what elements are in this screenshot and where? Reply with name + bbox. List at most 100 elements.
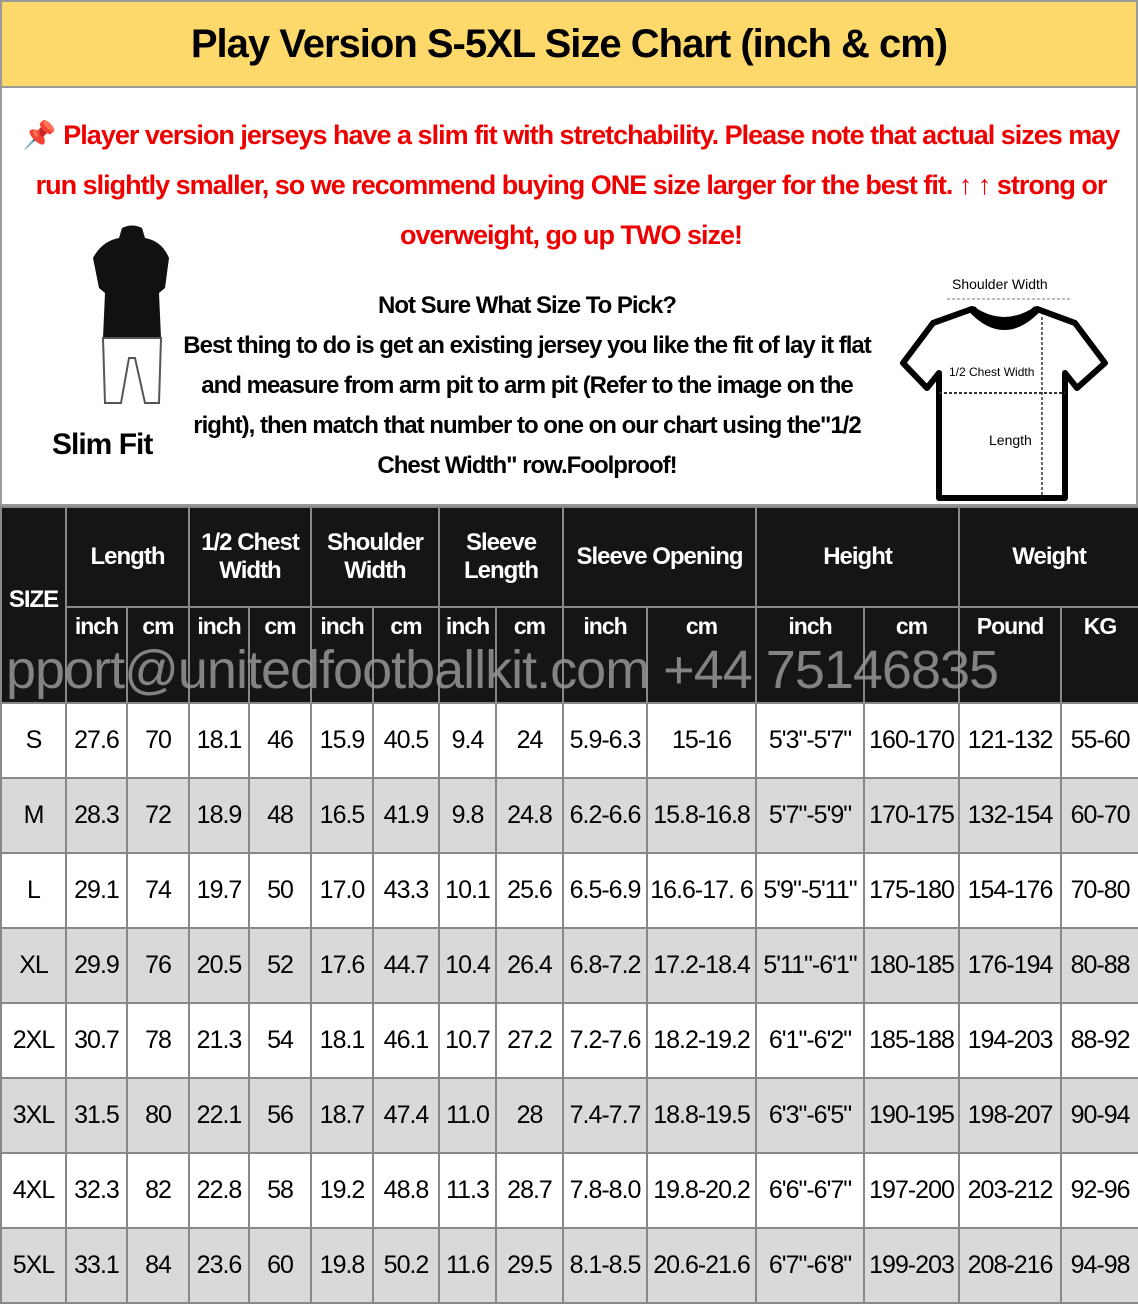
table-row: XL 29.9 76 20.5 52 17.6 44.7 10.4 26.4 6.8-7.2 17.… [0, 927, 1138, 1004]
size-cell: 4XL [0, 1152, 67, 1229]
table-cell: 32.3 [65, 1152, 128, 1229]
column-group-header: Length [64, 506, 191, 608]
table-cell: 8.1-8.5 [562, 1227, 649, 1304]
table-cell: 7.8-8.0 [562, 1152, 649, 1229]
table-cell: 175-180 [863, 852, 961, 929]
unit-header: inch [188, 606, 251, 704]
unit-header: inch [755, 606, 866, 704]
unit-header: cm [125, 606, 191, 704]
table-cell: 185-188 [863, 1002, 961, 1079]
table-cell: 60-70 [1060, 777, 1138, 854]
table-cell: 18.8-19.5 [646, 1077, 758, 1154]
size-header: SIZE [0, 506, 67, 704]
slim-fit-figure-icon [93, 225, 169, 404]
table-cell: 27.2 [495, 1002, 565, 1079]
table-cell: 18.1 [188, 702, 251, 779]
size-cell: 3XL [0, 1077, 67, 1154]
table-cell: 52 [248, 927, 313, 1004]
table-cell: 58 [248, 1152, 313, 1229]
table-row: 2XL 30.7 78 21.3 54 18.1 46.1 10.7 27.2 7.2-7.6 18… [0, 1002, 1138, 1079]
table-cell: 197-200 [863, 1152, 961, 1229]
column-group-header: Shoulder Width [310, 506, 441, 608]
table-cell: 5'7"-5'9" [755, 777, 866, 854]
table-cell: 18.9 [188, 777, 251, 854]
table-cell: 10.4 [438, 927, 498, 1004]
table-cell: 19.2 [310, 1152, 375, 1229]
table-cell: 82 [125, 1152, 191, 1229]
table-cell: 176-194 [958, 927, 1063, 1004]
table-cell: 60 [248, 1227, 313, 1304]
table-cell: 7.4-7.7 [562, 1077, 649, 1154]
table-cell: 6.5-6.9 [562, 852, 649, 929]
column-group-header: Weight [958, 506, 1138, 608]
unit-header: inch [438, 606, 498, 704]
unit-header: inch [562, 606, 649, 704]
table-cell: 41.9 [372, 777, 441, 854]
table-cell: 22.1 [188, 1077, 251, 1154]
table-cell: 40.5 [372, 702, 441, 779]
table-cell: 17.2-18.4 [646, 927, 758, 1004]
size-cell: 2XL [0, 1002, 67, 1079]
table-cell: 24.8 [495, 777, 565, 854]
unit-header: cm [495, 606, 565, 704]
unit-header: inch [65, 606, 128, 704]
table-cell: 76 [125, 927, 191, 1004]
table-cell: 28.3 [65, 777, 128, 854]
pushpin-icon: 📌 [22, 120, 57, 150]
table-cell: 88-92 [1060, 1002, 1138, 1079]
table-cell: 132-154 [958, 777, 1063, 854]
notice-text: Player version jerseys have a slim fit w… [35, 120, 1121, 250]
size-cell: XL [0, 927, 67, 1004]
size-cell: S [0, 702, 67, 779]
table-cell: 70 [125, 702, 191, 779]
table-cell: 199-203 [863, 1227, 961, 1304]
table-row: 3XL 31.5 80 22.1 56 18.7 47.4 11.0 28 7.4-7.7 18.8… [0, 1077, 1138, 1154]
chest-width-label: 1/2 Chest Width [949, 365, 1035, 379]
info-panel: 📌 Player version jerseys have a slim fit … [0, 88, 1138, 506]
table-cell: 6'7"-6'8" [755, 1227, 866, 1304]
table-cell: 170-175 [863, 777, 961, 854]
table-cell: 29.9 [65, 927, 128, 1004]
column-group-header: 1/2 Chest Width [188, 506, 313, 608]
table-cell: 26.4 [495, 927, 565, 1004]
table-cell: 70-80 [1060, 852, 1138, 929]
table-cell: 22.8 [188, 1152, 251, 1229]
table-row: S 27.6 70 18.1 46 15.9 40.5 9.4 24 5.9-6.3 15-16 5'… [0, 702, 1138, 779]
table-cell: 54 [248, 1002, 313, 1079]
table-cell: 48 [248, 777, 313, 854]
unit-header: cm [863, 606, 961, 704]
table-cell: 48.8 [372, 1152, 441, 1229]
table-cell: 19.7 [188, 852, 251, 929]
table-cell: 84 [125, 1227, 191, 1304]
shoulder-width-label: Shoulder Width [952, 276, 1048, 292]
table-row: 4XL 32.3 82 22.8 58 19.2 48.8 11.3 28.7 7.8-8.0 19… [0, 1152, 1138, 1229]
table-cell: 31.5 [65, 1077, 128, 1154]
table-cell: 28 [495, 1077, 565, 1154]
column-group-header: Sleeve Length [438, 506, 565, 608]
unit-header: KG [1060, 606, 1138, 704]
table-cell: 94-98 [1060, 1227, 1138, 1304]
table-cell: 11.6 [438, 1227, 498, 1304]
table-cell: 25.6 [495, 852, 565, 929]
table-cell: 43.3 [372, 852, 441, 929]
table-cell: 44.7 [372, 927, 441, 1004]
table-cell: 80 [125, 1077, 191, 1154]
table-cell: 6.2-6.6 [562, 777, 649, 854]
table-cell: 56 [248, 1077, 313, 1154]
unit-header: cm [646, 606, 758, 704]
length-label: Length [989, 432, 1032, 448]
size-cell: 5XL [0, 1227, 67, 1304]
table-cell: 27.6 [65, 702, 128, 779]
table-cell: 9.8 [438, 777, 498, 854]
table-cell: 78 [125, 1002, 191, 1079]
table-cell: 208-216 [958, 1227, 1063, 1304]
table-cell: 46.1 [372, 1002, 441, 1079]
table-cell: 46 [248, 702, 313, 779]
table-cell: 19.8-20.2 [646, 1152, 758, 1229]
table-cell: 29.5 [495, 1227, 565, 1304]
table-cell: 6'1"-6'2" [755, 1002, 866, 1079]
table-cell: 18.2-19.2 [646, 1002, 758, 1079]
table-cell: 28.7 [495, 1152, 565, 1229]
unit-header: cm [248, 606, 313, 704]
table-cell: 15.9 [310, 702, 375, 779]
